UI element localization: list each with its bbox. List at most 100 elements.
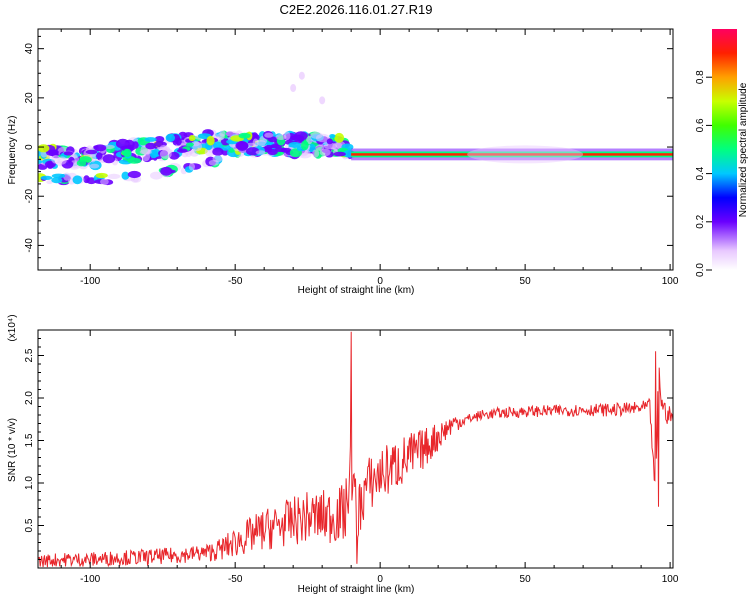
spectrogram-blob [46,161,54,169]
spectrogram-blob [152,148,161,157]
spectrogram-blob [212,155,223,163]
colorbar-tick-label: 0.0 [695,263,706,277]
spectrogram-blob [329,134,336,139]
snr-panel: -100 -50 0 50 100 0.5 1.0 1.5 2.0 2.5 (x10⁴) Heig… [7,314,679,595]
spectrogram-blob [333,151,346,157]
spectrogram-blob [177,148,188,153]
colorbar-tick-label: 0.6 [695,118,706,132]
spectrogram-blob [51,173,66,179]
spectrogram-blob [288,142,302,148]
spectrogram-outlier [290,84,297,93]
spectrogram-blob [93,144,107,152]
spectrogram-outlier [319,96,326,105]
spectrogram-blob [315,144,325,151]
spectrogram-xtick-label: -100 [80,276,100,287]
spectrogram-blob [216,133,225,141]
spectrogram-blob [306,135,313,145]
spectrogram-blob [150,171,163,180]
spectrogram-blob [38,144,50,153]
spectrogram-blob [274,147,287,152]
snr-line [38,331,673,568]
spectrogram-blob [188,163,195,171]
spectrogram-outlier [298,71,305,80]
spectrogram-xtick-label: 50 [520,276,532,287]
snr-xtick-label: 50 [520,574,532,585]
snr-ytick-label: 1.5 [24,433,35,447]
steady-line-core [351,153,673,156]
spectrogram-blob [326,138,333,145]
spectrogram-blob [323,142,338,150]
spectrogram-blob [115,138,130,149]
spectrogram-blob [72,175,83,185]
steady-line-spread [467,145,584,164]
spectrogram-xtick-label: 0 [377,276,383,287]
spectrogram-blob [57,156,67,165]
snr-xtick-label: 0 [377,574,383,585]
spectrogram-blob [103,144,115,149]
spectrogram-ytick-label: 40 [24,43,35,55]
spectrogram-blob [89,163,100,169]
spectrogram-blob [102,154,116,164]
snr-xtick-label: -50 [228,574,243,585]
spectrogram-blob [334,132,345,143]
spectrogram-blob [132,141,139,149]
spectrogram-ytick-label: -40 [24,238,35,253]
spectrogram-blob [238,132,251,139]
snr-ytick-label: 2.5 [24,348,35,362]
spectrogram-blob [188,135,196,142]
spectrogram-blob [175,137,182,146]
snr-ytick-label: 1.0 [24,476,35,490]
snr-axes: -100 -50 0 50 100 0.5 1.0 1.5 2.0 2.5 [24,330,679,585]
spectrogram-blob [145,142,157,150]
spectrogram-ylabel: Frequency (Hz) [7,116,18,185]
spectrogram-xtick-label: 100 [662,276,679,287]
snr-xlabel: Height of straight line (km) [298,584,415,595]
snr-multiplier-label: (x10⁴) [7,314,18,341]
snr-xtick-label: 100 [662,574,679,585]
spectrogram-blob [46,180,53,185]
spectrogram-blob [252,138,259,148]
spectrogram-blob [165,133,175,142]
spectrogram-blob [206,135,215,146]
spectrogram-blob [38,159,43,164]
spectrogram-xtick-label: -50 [228,276,243,287]
spectrogram-blob [255,150,266,155]
spectrogram-blob [246,147,260,156]
spectrogram-blob [159,149,172,159]
spectrogram-blob [49,149,59,155]
snr-ylabel: SNR (10 * v/v) [7,418,18,482]
spectrogram-blob [96,152,103,160]
spectrogram-blob [212,147,224,156]
spectrogram-blob [256,139,266,146]
spectrogram-blob [159,145,168,151]
spectrogram-ytick-label: -20 [24,189,35,204]
snr-ytick-label: 0.5 [24,518,35,532]
spectrogram-blob [139,149,152,155]
spectrogram-blob [312,149,320,158]
spectrogram-frame [37,28,674,271]
spectrogram-blob [275,134,287,140]
colorbar-ticks: 0.0 0.2 0.4 0.6 0.8 [695,70,712,277]
spectrogram-blob [127,157,142,164]
spectrogram-blob [225,130,238,137]
snr-plot-area [38,330,673,568]
spectrogram-blob [235,141,249,150]
figure-title: C2E2.2026.116.01.27.R19 [280,2,433,17]
spectrogram-axes: -100 -50 0 50 100 -40 -20 0 20 40 [24,29,679,287]
snr-ytick-label: 2.0 [24,391,35,405]
spectrogram-blob [160,166,173,176]
spectrogram-blob [181,151,189,158]
colorbar: 0.0 0.2 0.4 0.6 0.8 Normalized spectral ampl… [695,29,749,277]
colorbar-label: Normalized spectral amplitude [738,82,749,217]
spectrogram-blob [51,177,63,184]
spectrogram-blob [100,178,109,185]
spectrogram-blob [212,141,223,150]
spectrogram-blob [63,172,71,181]
spectrogram-ytick-label: 20 [24,92,35,104]
colorbar-gradient [712,29,737,270]
spectrogram-blob [144,137,157,142]
spectrogram-blob [85,149,98,155]
spectrogram-blob [40,175,53,180]
spectrogram-xlabel: Height of straight line (km) [298,285,415,296]
colorbar-tick-label: 0.2 [695,214,706,228]
